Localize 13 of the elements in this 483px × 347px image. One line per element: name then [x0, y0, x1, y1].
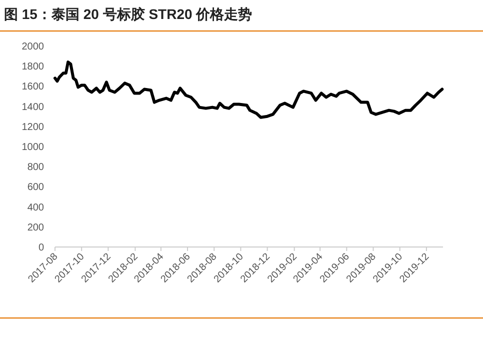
y-tick-label: 1400 — [22, 102, 44, 113]
y-tick-label: 1600 — [22, 82, 44, 93]
y-tick-label: 2000 — [22, 42, 44, 52]
y-tick-label: 600 — [27, 182, 44, 194]
y-tick-label: 200 — [27, 222, 44, 234]
y-tick-label: 0 — [38, 242, 44, 254]
y-tick-label: 1200 — [22, 122, 44, 133]
y-tick-label: 800 — [27, 162, 44, 174]
y-tick-label: 1800 — [22, 62, 44, 73]
y-tick-label: 400 — [27, 202, 44, 214]
line-series — [54, 60, 444, 119]
y-tick-label: 1000 — [22, 142, 44, 153]
chart-title: 图 15：泰国 20 号标胶 STR20 价格走势 — [4, 6, 252, 22]
